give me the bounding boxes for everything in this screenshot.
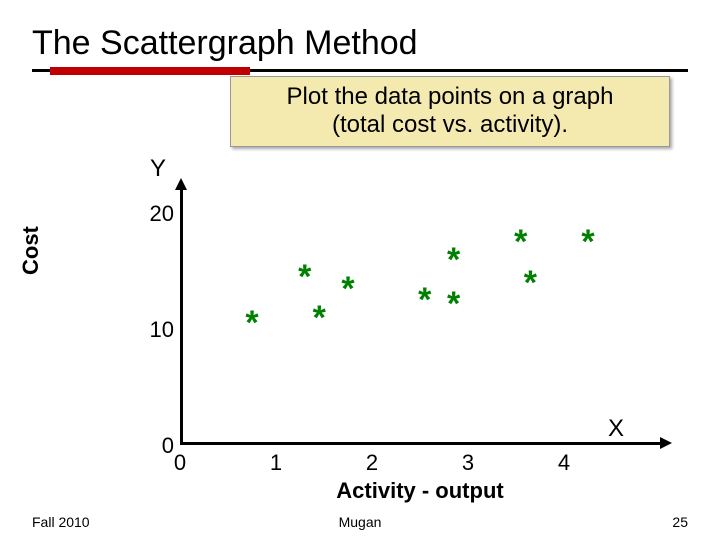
scatter-point: *: [581, 225, 594, 259]
slide-footer: Fall 2010 Mugan 25: [32, 514, 688, 530]
x-tick-label: 3: [453, 450, 483, 476]
scatter-point: *: [447, 243, 460, 277]
callout-line2: (total cost vs. activity).: [332, 111, 568, 138]
scatter-point: *: [298, 260, 311, 294]
x-tick-label: 4: [549, 450, 579, 476]
y-tick-label: 20: [140, 201, 174, 227]
scatter-chart: Activity - output 0102001234**********: [60, 150, 620, 480]
x-tick-label: 1: [261, 450, 291, 476]
x-tick-label: 2: [357, 450, 387, 476]
x-axis-title: Activity - output: [180, 478, 660, 504]
y-axis-title: Cost: [18, 226, 44, 275]
scatter-point: *: [245, 306, 258, 340]
x-axis-line: [180, 442, 664, 445]
scatter-point: *: [524, 266, 537, 300]
y-axis-line: [180, 186, 183, 445]
scatter-point: *: [447, 287, 460, 321]
callout-line1: Plot the data points on a graph: [287, 83, 614, 110]
callout-box: Plot the data points on a graph (total c…: [230, 76, 670, 147]
y-tick-label: 10: [140, 317, 174, 343]
footer-center: Mugan: [32, 514, 688, 530]
x-tick-label: 0: [165, 450, 195, 476]
scatter-point: *: [313, 301, 326, 335]
scatter-point: *: [341, 272, 354, 306]
x-letter-label: X: [608, 415, 624, 443]
page-title: The Scattergraph Method: [32, 24, 688, 63]
plot-region: Activity - output 0102001234**********: [180, 190, 660, 445]
scatter-point: *: [514, 225, 527, 259]
scatter-point: *: [418, 283, 431, 317]
